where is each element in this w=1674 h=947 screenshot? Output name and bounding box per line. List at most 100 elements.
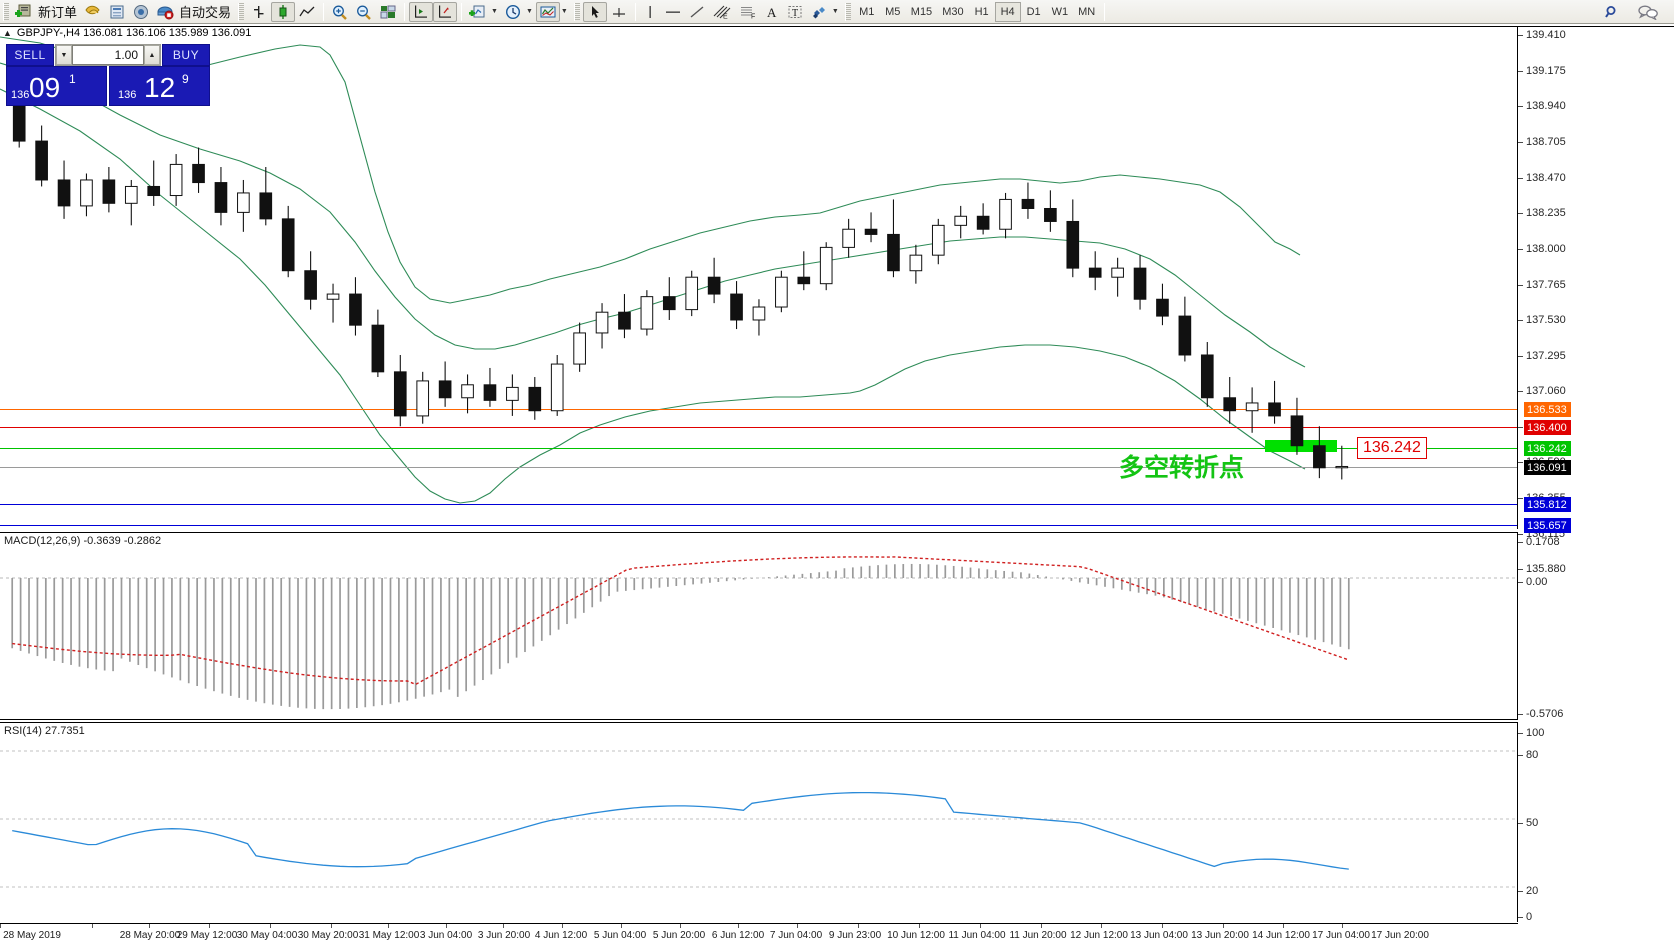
rsi-tick-label: 80 (1526, 749, 1539, 761)
timeframe-h1[interactable]: H1 (974, 5, 989, 18)
candlestick-chart-icon[interactable] (271, 1, 296, 22)
timeframe-m5[interactable]: M5 (885, 5, 901, 18)
trendline-icon[interactable] (685, 2, 709, 22)
time-axis-label: 3 Jun 20:00 (477, 930, 531, 941)
svg-text:T: T (792, 8, 798, 19)
buy-price-display[interactable]: 136 12 9 (109, 66, 210, 106)
indicators-dropdown-icon[interactable]: ▼ (491, 8, 498, 15)
text-icon[interactable]: A (761, 2, 783, 22)
time-axis-tick (980, 924, 981, 928)
buy-button[interactable]: BUY (162, 44, 210, 66)
sell-price-display[interactable]: 136 09 1 (6, 66, 107, 106)
time-axis-tick (331, 924, 332, 928)
search-icon[interactable] (1600, 2, 1624, 22)
shapes-icon[interactable] (807, 2, 831, 22)
period-dropdown-icon[interactable]: ▼ (525, 8, 533, 15)
price-tick: 137.765 (1518, 279, 1566, 291)
chart-template-dropdown-icon[interactable]: ▼ (560, 8, 568, 15)
main-toolbar: 新订单 自动交易 (0, 0, 1674, 24)
time-axis-tick (797, 924, 798, 928)
price-chart-pane[interactable] (0, 26, 1518, 529)
sell-button[interactable]: SELL (6, 44, 54, 66)
macd-indicator-pane[interactable]: MACD(12,26,9) -0.3639 -0.2862 (0, 532, 1518, 720)
cursor-icon[interactable] (582, 1, 607, 22)
toolbar-sep-2 (404, 2, 406, 21)
time-axis-tick (1223, 924, 1224, 928)
bid-line-136091[interactable] (0, 467, 1517, 468)
support-line-135657[interactable] (0, 525, 1517, 526)
buy-price-pipette: 9 (182, 72, 189, 86)
time-axis-label: 7 Jun 04:00 (769, 930, 823, 941)
chart-shift-icon[interactable] (409, 1, 434, 22)
support-line-135812[interactable] (0, 504, 1517, 505)
volume-decrease-button[interactable]: ▼ (56, 45, 72, 65)
equidistant-channel-icon[interactable]: E (709, 2, 735, 22)
collapse-triangle-icon[interactable]: ▲ (3, 28, 12, 38)
timeframe-m1[interactable]: M1 (859, 5, 875, 18)
bar-chart-icon[interactable] (247, 2, 271, 22)
autotrade-icon[interactable] (153, 2, 177, 22)
chat-icon[interactable] (1634, 2, 1662, 22)
annotation-price-box[interactable]: 136.242 (1357, 437, 1427, 459)
toolbar-grip-3[interactable] (573, 2, 580, 21)
fibonacci-icon[interactable]: F (735, 2, 761, 22)
text-label-icon[interactable]: T (783, 2, 807, 22)
volume-input[interactable]: 1.00 (72, 45, 144, 65)
candle-body (842, 228, 855, 248)
data-window-icon[interactable] (105, 2, 129, 22)
timeframe-m30[interactable]: M30 (942, 5, 964, 18)
horizontal-line-icon[interactable] (661, 2, 685, 22)
zoom-in-icon[interactable] (328, 2, 352, 22)
macd-svg (0, 556, 1517, 710)
crosshair-icon[interactable] (607, 2, 631, 22)
new-order-icon[interactable] (12, 2, 36, 22)
toolbar-grip-1[interactable] (3, 2, 9, 21)
templates-icon[interactable] (81, 2, 105, 22)
level-line-136400[interactable] (0, 427, 1517, 428)
timeframe-mn[interactable]: MN (1078, 5, 1096, 18)
vertical-line-icon[interactable] (640, 2, 661, 22)
timeframe-d1[interactable]: D1 (1026, 5, 1041, 18)
support-line-tag-1[interactable]: 135.812 (1524, 497, 1571, 512)
shapes-dropdown-icon[interactable]: ▼ (831, 8, 839, 15)
templates-dropdown-icon[interactable] (535, 1, 560, 22)
toolbar-grip-4[interactable] (844, 2, 851, 21)
pivot-line-136242[interactable] (0, 448, 1517, 449)
candle-body (281, 218, 295, 272)
timeframe-w1[interactable]: W1 (1051, 5, 1069, 18)
price-tick: 137.530 (1518, 314, 1566, 326)
timeframe-h4[interactable]: H4 (994, 1, 1021, 22)
support-line-tag-2[interactable]: 135.657 (1524, 518, 1571, 533)
macd-tick-label: -0.5706 (1526, 708, 1564, 720)
candle-body (214, 182, 228, 213)
indicators-icon[interactable] (466, 2, 490, 22)
time-axis-tick (1162, 924, 1163, 928)
period-icon[interactable] (501, 2, 525, 22)
time-axis-tick (621, 924, 622, 928)
volume-increase-button[interactable]: ▲ (144, 45, 160, 65)
resistance-line-tag[interactable]: 136.533 (1524, 402, 1571, 417)
pivot-level-tag[interactable]: 136.242 (1524, 441, 1571, 456)
buy-price-prefix: 136 (118, 89, 137, 101)
autotrade-label[interactable]: 自动交易 (179, 5, 232, 20)
candle-body (819, 246, 833, 285)
new-order-label[interactable]: 新订单 (38, 5, 78, 20)
time-axis[interactable]: 28 May 2019 28 May 20:00 29 May 12:00 30 Ma… (0, 923, 1518, 947)
volume-stepper[interactable]: ▼ 1.00 ▲ (55, 44, 161, 66)
tile-windows-icon[interactable] (376, 2, 400, 22)
price-tick: 139.175 (1518, 65, 1566, 77)
zoom-out-icon[interactable] (352, 2, 376, 22)
sell-level-tag[interactable]: 136.400 (1524, 420, 1571, 435)
chart-annotation-text[interactable]: 多空转折点 (1119, 453, 1245, 482)
rsi-indicator-pane[interactable]: RSI(14) 27.7351 (0, 722, 1518, 922)
navigator-icon[interactable] (129, 2, 153, 22)
line-chart-icon[interactable] (295, 2, 319, 22)
toolbar-grip-2[interactable] (238, 2, 245, 21)
resistance-line-136533[interactable] (0, 409, 1517, 410)
price-scale[interactable]: 139.410 139.175 138.940 138.705 138.470 … (1518, 26, 1674, 923)
auto-scroll-icon[interactable] (433, 1, 458, 22)
toolbar-right-group (1600, 2, 1674, 22)
timeframe-m15[interactable]: M15 (910, 5, 933, 18)
time-axis-label: 31 May 12:00 (358, 930, 420, 941)
